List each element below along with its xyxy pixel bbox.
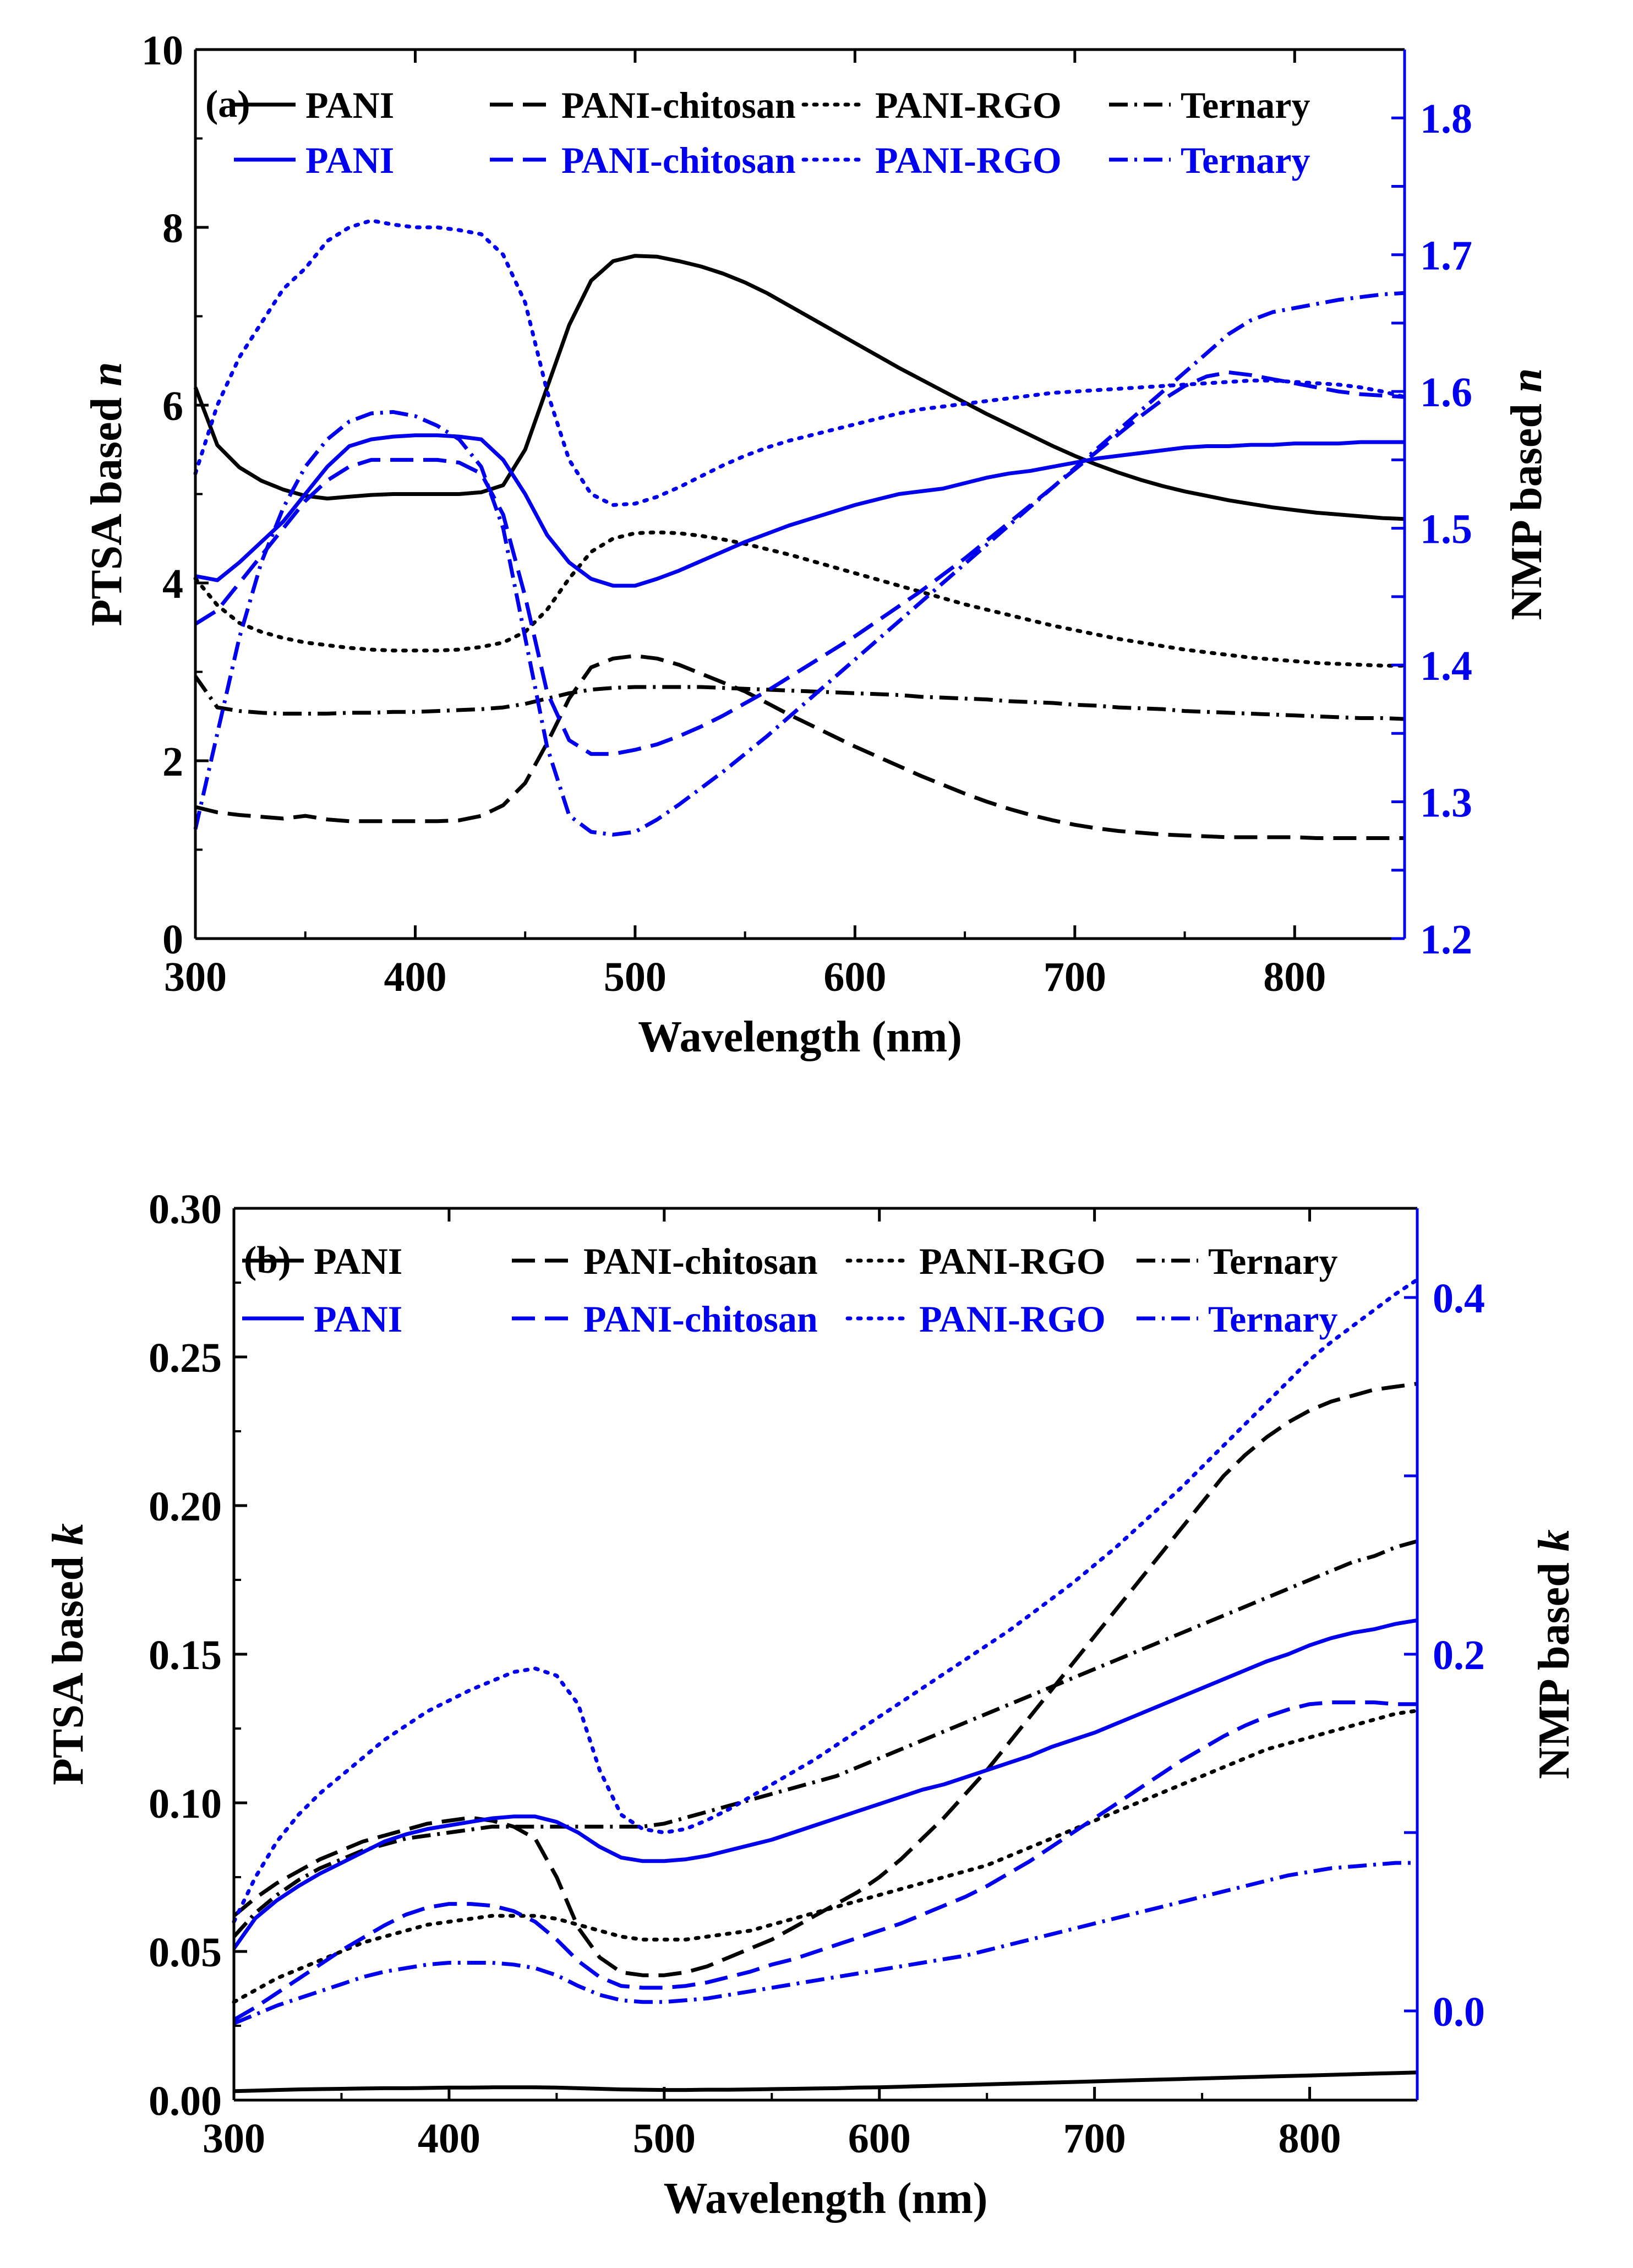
left-y-tick-label: 8 [162,205,183,252]
legend-label: PANI [305,84,394,126]
x-tick-label: 700 [1044,954,1106,1000]
left-y-tick-label: 4 [162,561,183,607]
x-tick-label: 400 [384,954,446,1000]
left-y-tick-label: 6 [162,383,183,429]
legend-label: PANI-chitosan [583,1240,818,1282]
series-line-left-pani-rgo [193,530,1407,668]
series-line-right-pani-chitosan [194,370,1405,756]
series-line-right-pani [232,1618,1418,1950]
x-tick-label: 800 [1263,954,1326,1000]
legend-label: Ternary [1181,84,1310,126]
legend-label: PANI-chitosan [561,139,796,181]
panel-a: 300 400 500 600 700 800 0 2 4 6 8 10 1.2 1.3 1.4 1.5 1.6… [83,28,1551,1061]
legend-label: PANI-chitosan [561,84,796,126]
left-y-axis-title: PTSA based k [44,1523,92,1785]
right-y-tick-label: 1.6 [1420,369,1472,416]
series-line-right-pani-rgo [193,219,1407,507]
series-line-right-ternary [233,1861,1417,2025]
right-y-tick-label: 0.0 [1433,1989,1485,2035]
series-line-left-pani [193,254,1405,521]
x-tick-label: 500 [604,954,667,1000]
legend-label: PANI-RGO [919,1240,1106,1282]
series-line-left-pani-chitosan [195,653,1405,840]
left-y-tick-label: 10 [141,28,183,74]
x-tick-label: 700 [1063,2116,1126,2162]
series-line-left-ternary [232,1539,1418,1938]
left-y-tick-label: 0.30 [149,1186,222,1233]
legend-label: PANI-RGO [919,1298,1106,1340]
x-tick-label: 500 [633,2116,696,2162]
series-line-right-pani-rgo [232,1278,1419,1924]
legend-label: PANI [305,139,394,181]
legend-label: PANI [314,1240,402,1282]
series-line-left-ternary [194,675,1405,721]
left-y-tick-label: 0.00 [149,2078,222,2124]
left-y-tick-label: 0.20 [149,1484,222,1530]
left-y-tick-label: 0.10 [149,1781,222,1827]
left-y-tick-label: 2 [162,739,183,785]
right-y-axis-title: NMP based k [1530,1529,1579,1779]
right-y-axis-title: NMP based n [1503,368,1551,620]
x-tick-label: 300 [203,2116,265,2162]
right-y-tick-label: 1.2 [1420,917,1472,963]
legend-label: PANI [314,1298,402,1340]
left-y-axis-title: PTSA based n [83,362,131,626]
series-line-left-pani-chitosan [232,1382,1418,1977]
x-tick-label: 600 [848,2116,911,2162]
x-tick-label: 800 [1279,2116,1341,2162]
left-y-tick-label: 0.25 [149,1335,222,1381]
legend-label: PANI-chitosan [583,1298,818,1340]
right-y-tick-label: 1.5 [1420,506,1472,553]
legend-label: PANI-RGO [875,84,1062,126]
legend-label: Ternary [1181,139,1310,181]
right-y-tick-label: 0.2 [1433,1632,1485,1678]
right-y-tick-label: 0.4 [1433,1275,1485,1322]
series-line-right-pani-chitosan [233,1700,1417,2022]
series-line-right-pani [195,433,1405,588]
x-tick-label: 300 [164,954,227,1000]
right-y-tick-label: 1.8 [1420,96,1472,142]
x-tick-label: 400 [418,2116,480,2162]
legend-label: Ternary [1208,1240,1337,1282]
left-y-tick-label: 0 [162,917,183,963]
left-y-tick-label: 0.15 [149,1632,222,1678]
x-axis-title: Wavelength (nm) [638,1013,962,1061]
series-line-right-ternary [193,291,1405,837]
legend-label: PANI-RGO [875,139,1062,181]
series-line-left-pani-rgo [232,1709,1419,2004]
panel-b: 300 400 500 600 700 800 0.00 0.05 0.10 0.15 0.20 0.… [44,1186,1579,2223]
series-line-left-pani [233,2070,1418,2093]
right-y-tick-label: 1.7 [1420,233,1472,279]
x-axis-title: Wavelength (nm) [664,2174,988,2223]
right-y-tick-label: 1.4 [1420,643,1472,689]
legend-label: Ternary [1208,1298,1337,1340]
right-y-tick-label: 1.3 [1420,780,1472,826]
left-y-tick-label: 0.05 [149,1929,222,1976]
x-tick-label: 600 [823,954,886,1000]
